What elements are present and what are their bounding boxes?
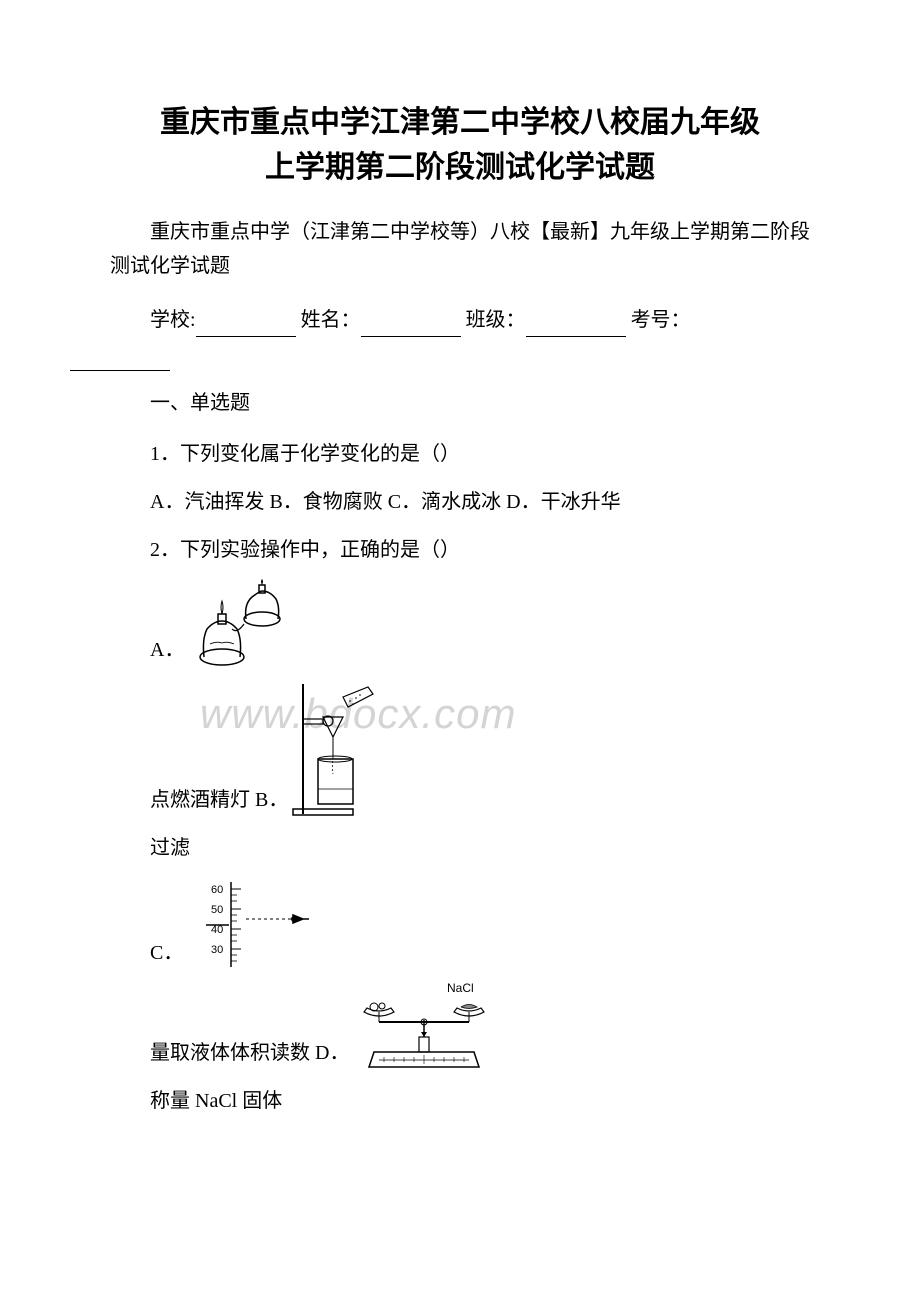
option-d-text: 称量 NaCl 固体 — [110, 1082, 810, 1120]
option-c-label: C． — [150, 934, 183, 972]
question-2-option-a: A． — [110, 579, 810, 669]
student-info-line: 学校: 姓名： 班级： 考号： — [110, 303, 810, 371]
question-1-options: A．汽油挥发 B．食物腐败 C．滴水成冰 D．干冰升华 — [110, 483, 810, 521]
question-2-option-a-text-b: 点燃酒精灯 B． — [110, 679, 810, 819]
title-line-2: 上学期第二阶段测试化学试题 — [265, 151, 655, 184]
filtration-image — [288, 679, 383, 819]
name-label: 姓名： — [301, 309, 361, 331]
school-blank — [196, 313, 296, 337]
section-1-header: 一、单选题 — [110, 386, 810, 420]
option-c-text: 量取液体体积读数 D． — [150, 1034, 349, 1072]
subtitle: 重庆市重点中学（江津第二中学校等）八校【最新】九年级上学期第二阶段测试化学试题 — [110, 215, 810, 283]
question-2-option-c-text-d: 量取液体体积读数 D． NaCl — [110, 982, 810, 1072]
cylinder-mark-40: 40 — [211, 924, 223, 936]
option-a-text: 点燃酒精灯 B． — [150, 781, 288, 819]
name-blank — [361, 313, 461, 337]
question-1-stem: 1．下列变化属于化学变化的是（） — [110, 435, 810, 473]
question-2-option-c: C． 60 50 40 30 — [110, 877, 810, 972]
title-line-1: 重庆市重点中学江津第二中学校八校届九年级 — [160, 106, 760, 139]
school-label: 学校: — [150, 309, 196, 331]
balance-scale-image: NaCl — [349, 982, 499, 1072]
class-blank — [526, 313, 626, 337]
alcohol-lamp-image — [192, 579, 292, 669]
exam-id-label: 考号： — [631, 309, 691, 331]
exam-id-blank — [70, 347, 170, 371]
cylinder-mark-60: 60 — [211, 884, 223, 896]
cylinder-mark-30: 30 — [211, 944, 223, 956]
graduated-cylinder-image: 60 50 40 30 — [191, 877, 321, 972]
class-label: 班级： — [466, 309, 526, 331]
nacl-label: NaCl — [447, 982, 474, 995]
question-2-stem: 2．下列实验操作中，正确的是（） — [110, 531, 810, 569]
cylinder-mark-50: 50 — [211, 904, 223, 916]
document-title: 重庆市重点中学江津第二中学校八校届九年级 上学期第二阶段测试化学试题 — [110, 100, 810, 190]
option-a-label: A． — [150, 631, 184, 669]
option-b-text: 过滤 — [110, 829, 810, 867]
